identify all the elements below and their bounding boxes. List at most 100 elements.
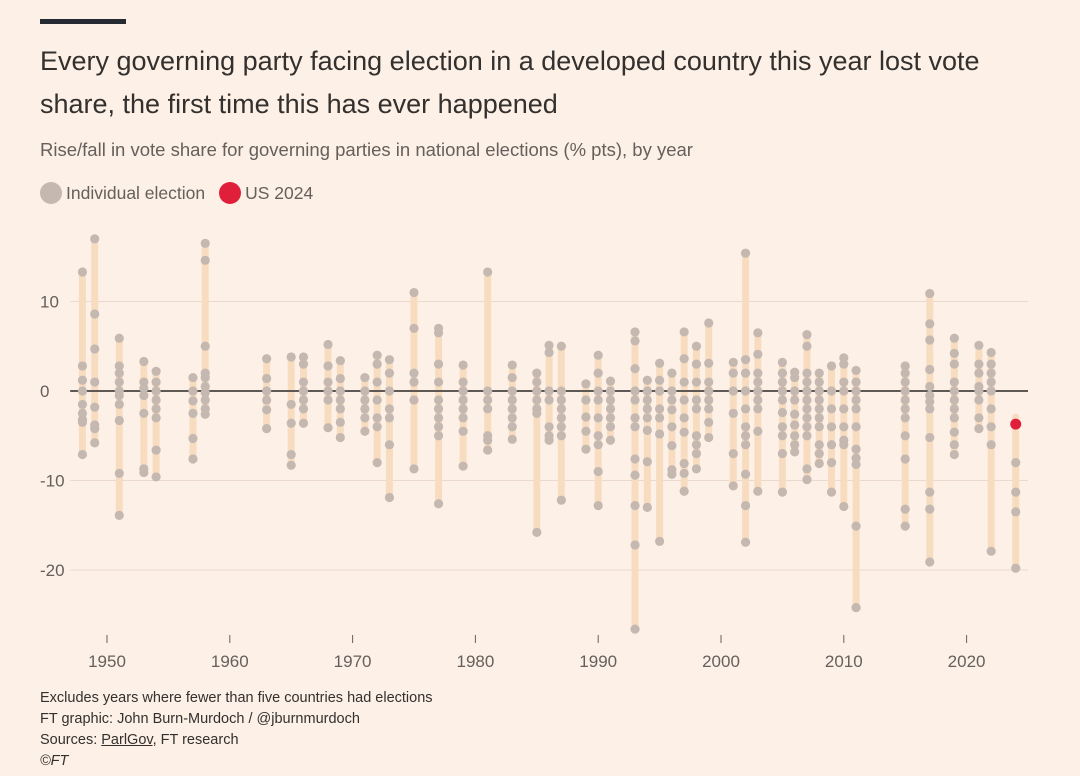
election-dot	[753, 368, 763, 378]
x-tick-label: 1950	[88, 652, 126, 671]
election-dot	[372, 359, 382, 369]
election-dot	[335, 395, 345, 405]
election-dot	[483, 435, 493, 445]
election-dot	[630, 327, 640, 337]
election-dot	[925, 487, 935, 497]
election-dot	[605, 404, 616, 414]
election-dot	[114, 361, 124, 371]
election-dot	[704, 404, 714, 414]
election-dot	[360, 386, 370, 396]
election-dot	[974, 413, 984, 423]
election-dot	[507, 372, 517, 383]
sources-prefix: Sources:	[40, 732, 102, 748]
election-dot	[753, 377, 763, 387]
election-dot	[642, 386, 652, 396]
election-dot	[200, 388, 210, 398]
election-dot	[114, 415, 124, 426]
election-dot	[667, 395, 677, 405]
election-dot	[839, 386, 849, 396]
election-dot	[728, 408, 738, 418]
election-dot	[802, 413, 812, 423]
election-dot	[335, 386, 345, 396]
election-dot	[802, 464, 812, 474]
election-dot	[753, 328, 763, 338]
election-dot	[298, 352, 309, 362]
election-dot	[262, 373, 272, 384]
election-dot	[593, 431, 603, 441]
election-dot	[949, 333, 959, 343]
election-dot	[740, 469, 751, 479]
election-dot	[630, 413, 640, 423]
election-dot	[360, 372, 370, 383]
election-dot	[900, 521, 910, 531]
election-dot	[114, 510, 124, 521]
election-dot	[188, 386, 198, 396]
election-dot	[826, 422, 837, 432]
election-dot	[949, 427, 959, 437]
election-dot	[200, 238, 210, 248]
election-dot	[925, 364, 935, 375]
legend-item-individual: Individual election	[40, 182, 205, 204]
election-dot	[409, 395, 419, 405]
election-dot	[949, 449, 959, 460]
y-tick-label: 0	[40, 382, 49, 401]
election-dot	[802, 330, 812, 340]
election-dot	[679, 354, 689, 364]
election-dot	[483, 267, 493, 277]
election-dot	[900, 368, 910, 378]
election-dot	[532, 368, 542, 378]
election-dot	[900, 386, 910, 396]
election-dot	[507, 404, 517, 414]
election-dot	[777, 386, 788, 396]
election-dot	[139, 390, 149, 401]
election-dot	[433, 413, 444, 423]
election-dot	[925, 335, 935, 345]
election-dot	[77, 417, 88, 427]
election-dot	[630, 500, 640, 511]
legend-label: US 2024	[245, 182, 314, 203]
election-dot	[507, 360, 517, 370]
election-dot	[925, 432, 935, 443]
election-dot	[372, 377, 382, 387]
election-dot	[507, 434, 517, 444]
election-dot	[458, 377, 468, 387]
election-dot	[790, 409, 800, 419]
election-dot	[814, 458, 824, 469]
election-dot	[372, 413, 382, 423]
election-dot	[605, 422, 616, 432]
election-dot	[581, 395, 591, 405]
election-dot	[605, 413, 616, 423]
election-dot	[704, 417, 714, 427]
election-dot	[679, 486, 689, 496]
election-dot	[200, 395, 210, 405]
election-dot	[925, 504, 935, 514]
election-dot	[507, 422, 517, 432]
election-dot	[925, 404, 935, 414]
election-dot	[114, 368, 124, 378]
parlgov-link[interactable]: ParlGov	[101, 732, 153, 748]
election-dot	[151, 377, 161, 387]
election-dot	[409, 464, 419, 474]
election-dot	[704, 395, 714, 405]
election-dot	[728, 386, 738, 396]
election-dot	[532, 408, 542, 418]
election-dot	[262, 386, 272, 396]
election-dot	[458, 395, 468, 405]
election-dot	[532, 377, 542, 387]
election-dot	[691, 464, 702, 474]
x-tick-label: 2020	[948, 652, 986, 671]
election-dot	[384, 492, 395, 503]
election-dot	[372, 422, 382, 432]
election-dot	[433, 499, 444, 509]
election-dot	[335, 417, 345, 427]
election-dot	[139, 467, 149, 478]
election-dot	[593, 395, 603, 405]
election-dot	[839, 404, 849, 414]
election-dot	[605, 386, 616, 396]
election-dot	[458, 360, 468, 370]
election-dot	[139, 408, 149, 418]
election-dot	[655, 413, 665, 423]
election-dot	[704, 318, 714, 328]
election-dot	[851, 395, 861, 405]
election-dot	[777, 449, 788, 459]
